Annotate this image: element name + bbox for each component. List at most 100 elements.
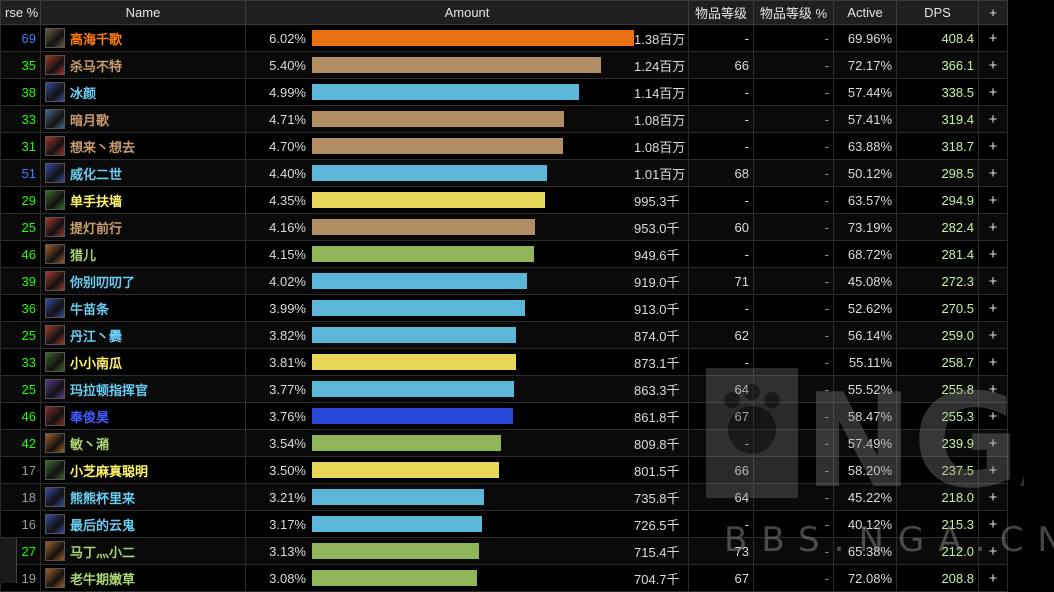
add-button[interactable]: + [978, 294, 1008, 322]
name-cell[interactable]: 单手扶墙 [40, 186, 246, 214]
table-row[interactable]: 36 牛苗条 3.99% 913.0千 - - 52.62% 270.5 + [0, 294, 1008, 322]
table-row[interactable]: 25 提灯前行 4.16% 953.0千 60 - 73.19% 282.4 + [0, 213, 1008, 241]
header-add-button[interactable]: + [978, 0, 1008, 25]
name-cell[interactable]: 牛苗条 [40, 294, 246, 322]
name-cell[interactable]: 最后的云鬼 [40, 510, 246, 538]
player-name[interactable]: 威化二世 [70, 166, 123, 182]
name-cell[interactable]: 杀马不特 [40, 51, 246, 79]
table-row[interactable]: 17 小芝麻真聪明 3.50% 801.5千 66 - 58.20% 237.5… [0, 456, 1008, 484]
player-name[interactable]: 老牛期嫩草 [70, 571, 136, 587]
player-name[interactable]: 马丁灬小二 [70, 544, 136, 560]
name-cell[interactable]: 敏丶潲 [40, 429, 246, 457]
name-cell[interactable]: 马丁灬小二 [40, 537, 246, 565]
table-row[interactable]: 51 威化二世 4.40% 1.01百万 68 - 50.12% 298.5 + [0, 159, 1008, 187]
table-row[interactable]: 33 小小南瓜 3.81% 873.1千 - - 55.11% 258.7 + [0, 348, 1008, 376]
add-button[interactable]: + [978, 105, 1008, 133]
player-name[interactable]: 牛苗条 [70, 301, 110, 317]
add-button[interactable]: + [978, 321, 1008, 349]
add-button[interactable]: + [978, 51, 1008, 79]
add-button[interactable]: + [978, 240, 1008, 268]
table-row[interactable]: 69 高海千歌 6.02% 1.38百万 - - 69.96% 408.4 + [0, 24, 1008, 52]
header-name[interactable]: Name [40, 0, 246, 25]
name-cell[interactable]: 奉俊昊 [40, 402, 246, 430]
name-cell[interactable]: 提灯前行 [40, 213, 246, 241]
add-button[interactable]: + [978, 159, 1008, 187]
table-row[interactable]: 33 暗月歌 4.71% 1.08百万 - - 57.41% 319.4 + [0, 105, 1008, 133]
table-row[interactable]: 42 敏丶潲 3.54% 809.8千 - - 57.49% 239.9 + [0, 429, 1008, 457]
table-row[interactable]: 39 你别叨叨了 4.02% 919.0千 71 - 45.08% 272.3 … [0, 267, 1008, 295]
player-name[interactable]: 杀马不特 [70, 58, 123, 74]
table-row[interactable]: 25 丹江丶爨 3.82% 874.0千 62 - 56.14% 259.0 + [0, 321, 1008, 349]
add-button[interactable]: + [978, 537, 1008, 565]
player-name[interactable]: 奉俊昊 [70, 409, 110, 425]
add-button[interactable]: + [978, 564, 1008, 592]
add-button[interactable]: + [978, 267, 1008, 295]
player-name[interactable]: 暗月歌 [70, 112, 110, 128]
player-name[interactable]: 熊熊杯里来 [70, 490, 136, 506]
add-button[interactable]: + [978, 132, 1008, 160]
name-cell[interactable]: 高海千歌 [40, 24, 246, 52]
amount-bar-track [312, 57, 634, 73]
header-active[interactable]: Active [833, 0, 897, 25]
add-button[interactable]: + [978, 402, 1008, 430]
add-button[interactable]: + [978, 456, 1008, 484]
name-cell[interactable]: 玛拉顿指挥官 [40, 375, 246, 403]
table-row[interactable]: 38 冰颜 4.99% 1.14百万 - - 57.44% 338.5 + [0, 78, 1008, 106]
player-name[interactable]: 小芝麻真聪明 [70, 463, 149, 479]
add-button[interactable]: + [978, 375, 1008, 403]
add-button[interactable]: + [978, 510, 1008, 538]
add-button[interactable]: + [978, 186, 1008, 214]
player-name[interactable]: 提灯前行 [70, 220, 123, 236]
name-cell[interactable]: 丹江丶爨 [40, 321, 246, 349]
player-name[interactable]: 高海千歌 [70, 31, 123, 47]
add-button[interactable]: + [978, 348, 1008, 376]
dps-value: 255.3 [896, 402, 979, 430]
name-cell[interactable]: 你别叨叨了 [40, 267, 246, 295]
player-name[interactable]: 冰颜 [70, 85, 97, 101]
add-button[interactable]: + [978, 78, 1008, 106]
table-row[interactable]: 25 玛拉顿指挥官 3.77% 863.3千 64 - 55.52% 255.8… [0, 375, 1008, 403]
add-button[interactable]: + [978, 429, 1008, 457]
name-cell[interactable]: 小芝麻真聪明 [40, 456, 246, 484]
header-dps[interactable]: DPS [896, 0, 979, 25]
header-ilvl[interactable]: 物品等级 [688, 0, 754, 25]
player-name[interactable]: 敏丶潲 [70, 436, 110, 452]
table-row[interactable]: 16 最后的云鬼 3.17% 726.5千 - - 40.12% 215.3 + [0, 510, 1008, 538]
name-cell[interactable]: 暗月歌 [40, 105, 246, 133]
table-row[interactable]: 46 奉俊昊 3.76% 861.8千 67 - 58.47% 255.3 + [0, 402, 1008, 430]
add-button[interactable]: + [978, 483, 1008, 511]
amount-total: 913.0千 [634, 301, 680, 317]
active-value: 58.20% [833, 456, 897, 484]
name-cell[interactable]: 熊熊杯里来 [40, 483, 246, 511]
header-amount[interactable]: Amount [245, 0, 689, 25]
player-name[interactable]: 单手扶墙 [70, 193, 123, 209]
header-parse[interactable]: rse % [0, 0, 41, 25]
name-cell[interactable]: 威化二世 [40, 159, 246, 187]
amount-bar [312, 192, 545, 208]
player-name[interactable]: 最后的云鬼 [70, 517, 136, 533]
table-row[interactable]: 46 猎儿 4.15% 949.6千 - - 68.72% 281.4 + [0, 240, 1008, 268]
player-name[interactable]: 小小南瓜 [70, 355, 123, 371]
table-row[interactable]: 35 杀马不特 5.40% 1.24百万 66 - 72.17% 366.1 + [0, 51, 1008, 79]
table-row[interactable]: 29 单手扶墙 4.35% 995.3千 - - 63.57% 294.9 + [0, 186, 1008, 214]
name-cell[interactable]: 想来丶想去 [40, 132, 246, 160]
name-cell[interactable]: 猎儿 [40, 240, 246, 268]
ilvl-value: - [688, 429, 754, 457]
add-button[interactable]: + [978, 24, 1008, 52]
player-name[interactable]: 丹江丶爨 [70, 328, 123, 344]
table-row[interactable]: 18 熊熊杯里来 3.21% 735.8千 64 - 45.22% 218.0 … [0, 483, 1008, 511]
amount-bar [312, 381, 514, 397]
name-cell[interactable]: 冰颜 [40, 78, 246, 106]
player-name[interactable]: 玛拉顿指挥官 [70, 382, 149, 398]
table-row[interactable]: 19 老牛期嫩草 3.08% 704.7千 67 - 72.08% 208.8 … [0, 564, 1008, 592]
player-name[interactable]: 你别叨叨了 [70, 274, 136, 290]
table-row[interactable]: 31 想来丶想去 4.70% 1.08百万 - - 63.88% 318.7 + [0, 132, 1008, 160]
add-button[interactable]: + [978, 213, 1008, 241]
name-cell[interactable]: 老牛期嫩草 [40, 564, 246, 592]
amount-bar-track [312, 30, 634, 46]
player-name[interactable]: 猎儿 [70, 247, 97, 263]
header-ilvl-pct[interactable]: 物品等级 % [753, 0, 834, 25]
parse-value: 33 [0, 105, 41, 133]
player-name[interactable]: 想来丶想去 [70, 139, 136, 155]
name-cell[interactable]: 小小南瓜 [40, 348, 246, 376]
